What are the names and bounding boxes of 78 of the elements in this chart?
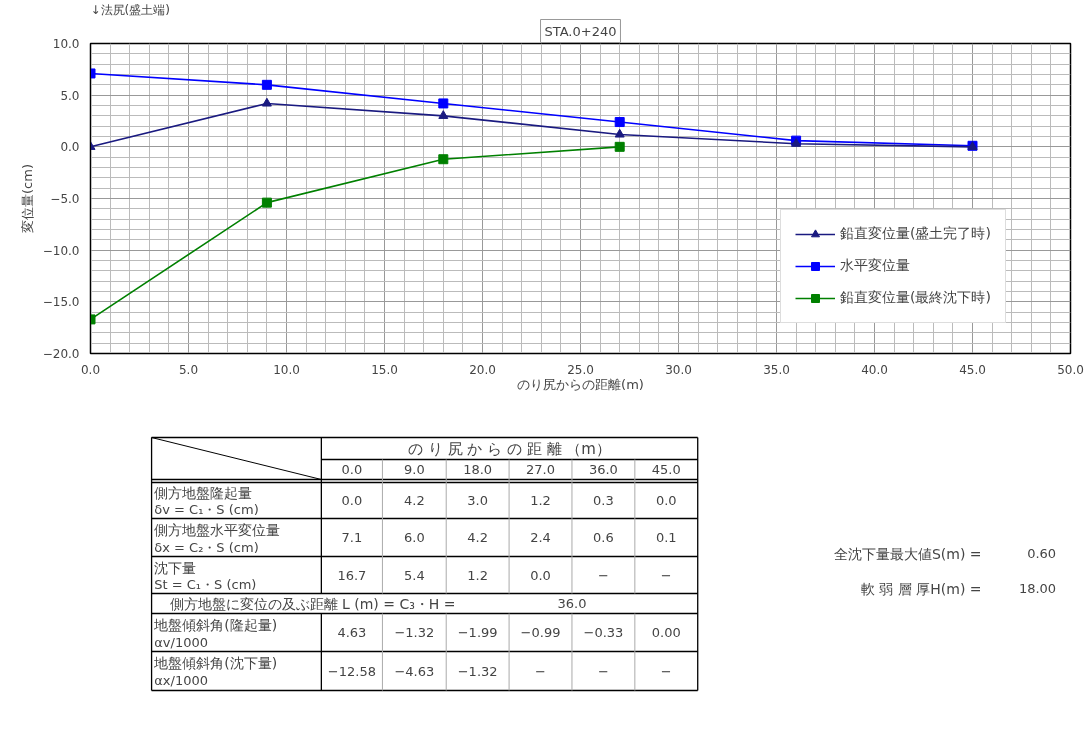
text: 45.0 xyxy=(651,462,681,477)
text: 地盤傾斜角(隆起量) xyxy=(153,616,278,633)
text: −12.58 xyxy=(327,663,376,679)
text: 0.6 xyxy=(593,530,614,545)
text: δv = C₁・S (cm) xyxy=(154,502,259,517)
chart-title: STA.0+240 xyxy=(544,23,617,39)
y-tick-label: 5.0 xyxy=(60,88,80,103)
y-tick-label: 10.0 xyxy=(52,37,80,51)
text: 4.2 xyxy=(403,493,425,508)
text: ↓法尻(盛土端) xyxy=(90,2,170,17)
text: −1.99 xyxy=(457,625,498,640)
text: αx/1000 xyxy=(154,673,209,689)
text: 5.4 xyxy=(403,567,425,583)
text: 0.3 xyxy=(593,493,614,508)
text: 側方地盤隆起量 xyxy=(154,485,253,502)
x-tick-label: 0.0 xyxy=(80,362,101,377)
text: 4.63 xyxy=(337,625,367,640)
text: 18.0 xyxy=(463,462,493,477)
x-tick-label: 40.0 xyxy=(861,362,888,377)
legend-label: 鉛直変位量(盛土完了時) xyxy=(840,225,991,243)
x-tick-label: 45.0 xyxy=(959,362,986,377)
x-tick-label: 50.0 xyxy=(1057,362,1084,377)
text: 3.0 xyxy=(467,493,488,508)
legend-label: 水平変位量 xyxy=(840,257,910,275)
text: 0.60 xyxy=(1027,546,1057,561)
text: 18.00 xyxy=(1018,581,1057,596)
text: −0.99 xyxy=(520,625,561,640)
text: − xyxy=(660,663,672,679)
text: 36.0 xyxy=(557,596,587,611)
text: 4.2 xyxy=(467,530,488,545)
x-tick-label: 25.0 xyxy=(567,362,594,377)
y-tick-label: −15.0 xyxy=(42,295,80,310)
x-tick-label: 15.0 xyxy=(371,362,398,377)
text: 0.0 xyxy=(341,493,363,508)
y-tick-label: −10.0 xyxy=(42,243,80,258)
text: −1.32 xyxy=(394,625,435,640)
text: −0.33 xyxy=(583,625,624,640)
text: − xyxy=(535,663,546,679)
text: 27.0 xyxy=(526,462,556,477)
text: 沈下量 xyxy=(154,559,197,576)
x-tick-label: 5.0 xyxy=(178,362,199,377)
text: 2.4 xyxy=(530,530,551,545)
y-tick-label: −20.0 xyxy=(42,347,80,361)
text: − xyxy=(660,567,672,583)
text: 側方地盤に変位の及ぶ距離 L (m) = C₃・H = xyxy=(169,595,456,612)
legend-label: 鉛直変位量(最終沈下時) xyxy=(840,289,991,307)
text: 6.0 xyxy=(403,530,425,545)
text: 0.0 xyxy=(655,493,677,508)
text: 9.0 xyxy=(403,462,425,477)
x-tick-label: 10.0 xyxy=(273,362,300,377)
text: 0.0 xyxy=(341,462,363,477)
y-tick-label: 0.0 xyxy=(60,140,80,155)
text: の り 尻 か ら の 距 離 （m） xyxy=(408,439,611,458)
text: 1.2 xyxy=(530,493,551,508)
text: St = C₁・S (cm) xyxy=(154,576,257,592)
text: − xyxy=(597,663,609,679)
text: −4.63 xyxy=(394,663,435,679)
x-tick-label: 20.0 xyxy=(469,362,496,377)
y-tick-label: −5.0 xyxy=(50,192,80,206)
text: 全沈下量最大値S(m) = xyxy=(833,545,982,562)
text: 7.1 xyxy=(341,530,363,545)
text: 側方地盤水平変位量 xyxy=(154,521,281,538)
text: αv/1000 xyxy=(154,634,209,650)
text: 36.0 xyxy=(588,462,618,477)
y-axis-title: 変位量(cm) xyxy=(19,164,35,233)
text: −1.32 xyxy=(457,663,498,679)
text: 地盤傾斜角(沈下量) xyxy=(153,655,278,672)
x-tick-label: 35.0 xyxy=(763,362,790,377)
text: 軟 弱 層 厚H(m) = xyxy=(860,580,982,597)
text: 0.0 xyxy=(530,567,551,583)
text: 0.1 xyxy=(655,530,677,545)
text: 16.7 xyxy=(337,567,367,583)
text: 0.00 xyxy=(651,625,681,640)
text: − xyxy=(597,567,609,583)
x-tick-label: 30.0 xyxy=(665,362,692,377)
text: 1.2 xyxy=(467,567,488,583)
text: δx = C₂・S (cm) xyxy=(154,539,259,555)
x-axis-title: のり尻からの距離(m) xyxy=(517,376,644,392)
